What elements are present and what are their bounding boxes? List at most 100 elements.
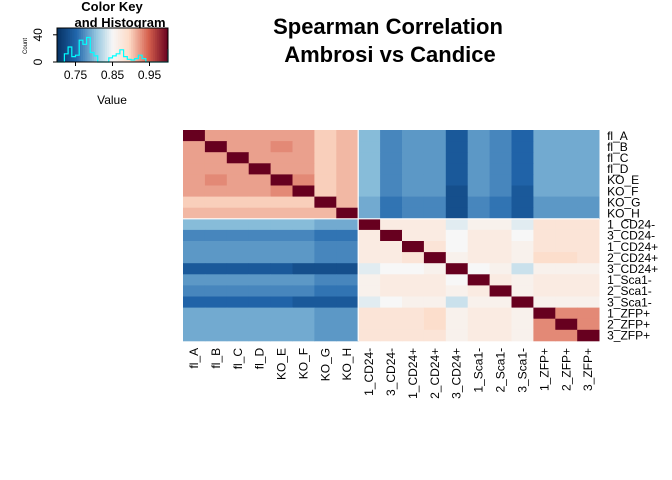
heatmap-cell-fl_A-2_Sca1- (489, 130, 512, 142)
heatmap-cell-KO_H-fl_C (226, 207, 250, 220)
heatmap-cell-fl_B-3_CD24+ (445, 141, 469, 153)
heatmap-cell-2_ZFP+-KO_F (292, 318, 315, 331)
heatmap-cell-3_CD24+-KO_E (270, 263, 293, 275)
heatmap-cell-KO_E-1_Sca1- (467, 174, 490, 186)
heatmap-cell-3_Sca1--2_ZFP+ (555, 296, 578, 308)
heatmap-cell-1_ZFP+-KO_E (270, 307, 293, 320)
heatmap-cell-1_Sca1--2_Sca1- (489, 274, 512, 286)
heatmap-cell-3_CD24--1_Sca1- (467, 229, 490, 242)
heatmap-cell-fl_B-1_CD24- (358, 141, 381, 153)
heatmap-cell-3_CD24--KO_E (270, 229, 293, 242)
heatmap-cell-1_Sca1--KO_E (270, 274, 293, 286)
heatmap-cell-2_CD24+-3_Sca1- (511, 252, 534, 264)
heatmap-cell-1_CD24--1_CD24- (358, 218, 381, 231)
color-key-swatch (118, 28, 121, 62)
heatmap-cell-2_CD24+-fl_C (226, 252, 250, 264)
heatmap-cell-3_CD24--2_CD24+ (423, 229, 447, 242)
heatmap-cell-KO_F-1_ZFP+ (533, 185, 556, 197)
heatmap-cell-2_CD24+-fl_A (183, 252, 206, 264)
heatmap-cell-KO_G-1_Sca1- (467, 196, 490, 209)
heatmap-cell-fl_D-KO_F (292, 163, 315, 175)
color-key-swatch (140, 28, 143, 62)
heatmap-cell-1_CD24+-fl_C (226, 241, 250, 253)
heatmap-cell-fl_C-KO_G (314, 152, 337, 164)
heatmap-cell-1_ZFP+-fl_B (204, 307, 228, 320)
heatmap-cell-3_CD24+-fl_D (248, 263, 271, 275)
heatmap-cell-1_CD24--KO_H (336, 218, 359, 231)
heatmap-cell-KO_G-KO_E (270, 196, 293, 209)
heatmap-cell-KO_F-1_CD24+ (402, 185, 425, 197)
heatmap-cell-fl_B-KO_F (292, 141, 315, 153)
color-key-swatch (86, 28, 89, 62)
heatmap-cell-KO_F-KO_G (314, 185, 337, 197)
heatmap-cell-2_CD24+-1_CD24- (358, 252, 381, 264)
heatmap-cell-KO_H-fl_D (248, 207, 271, 220)
heatmap-cell-1_CD24+-1_Sca1- (467, 241, 490, 253)
heatmap-cell-1_CD24+-fl_B (204, 241, 228, 253)
heatmap-cell-1_CD24+-1_CD24- (358, 241, 381, 253)
heatmap-cell-2_CD24+-fl_B (204, 252, 228, 264)
heatmap-cell-fl_A-fl_A (183, 130, 206, 142)
heatmap-cell-KO_H-1_ZFP+ (533, 207, 556, 220)
heatmap-cell-KO_F-2_CD24+ (423, 185, 447, 197)
heatmap-cell-KO_F-fl_C (226, 185, 250, 197)
heatmap-cell-fl_D-3_ZFP+ (577, 163, 600, 175)
heatmap-cell-2_Sca1--fl_D (248, 285, 271, 297)
heatmap-cell-1_CD24--fl_C (226, 218, 250, 231)
heatmap-cell-3_CD24--2_ZFP+ (555, 229, 578, 242)
heatmap-cell-2_CD24+-3_CD24+ (445, 252, 469, 264)
heatmap-cell-1_CD24+-KO_F (292, 241, 315, 253)
heatmap-cell-fl_A-3_CD24- (380, 130, 403, 142)
heatmap-cell-3_Sca1--1_ZFP+ (533, 296, 556, 308)
heatmap-cell-fl_D-fl_D (248, 163, 271, 175)
heatmap-cell-KO_H-KO_G (314, 207, 337, 220)
row-labels: fl_Afl_Bfl_Cfl_DKO_EKO_FKO_GKO_H1_CD24-3… (607, 129, 658, 343)
heatmap-cell-1_CD24+-KO_H (336, 241, 359, 253)
heatmap-cell-KO_H-3_Sca1- (511, 207, 534, 220)
heatmap-cell-2_Sca1--1_Sca1- (467, 285, 490, 297)
heatmap-cell-KO_G-1_ZFP+ (533, 196, 556, 209)
heatmap-cell-1_ZFP+-3_CD24+ (445, 307, 469, 320)
heatmap-cell-3_ZFP+-fl_D (248, 329, 271, 342)
heatmap-cell-fl_A-2_ZFP+ (555, 130, 578, 142)
heatmap-cell-1_ZFP+-2_CD24+ (423, 307, 447, 320)
heatmap-cell-2_Sca1--KO_H (336, 285, 359, 297)
heatmap-cell-3_CD24+-fl_C (226, 263, 250, 275)
heatmap-cell-KO_E-1_ZFP+ (533, 174, 556, 186)
row-label: 1_Sca1- (607, 273, 652, 287)
heatmap-cell-3_Sca1--3_Sca1- (511, 296, 534, 308)
heatmap-cell-KO_H-fl_B (204, 207, 228, 220)
color-key-swatch (114, 28, 117, 62)
row-label: 1_ZFP+ (607, 306, 650, 320)
heatmap-cell-3_ZFP+-KO_H (336, 329, 359, 342)
heatmap-cell-2_CD24+-2_ZFP+ (555, 252, 578, 264)
heatmap-cell-1_Sca1--1_CD24- (358, 274, 381, 286)
heatmap-cell-2_ZFP+-1_CD24+ (402, 318, 425, 331)
heatmap-cell-2_ZFP+-3_CD24+ (445, 318, 469, 331)
color-key-swatch (151, 28, 154, 62)
color-key-x-tick-label: 0.85 (101, 68, 125, 82)
heatmap-cell-2_ZFP+-KO_H (336, 318, 359, 331)
heatmap-cell-KO_H-2_ZFP+ (555, 207, 578, 220)
heatmap-cell-KO_E-fl_D (248, 174, 271, 186)
color-key-y-axis: 0 40 (31, 28, 57, 65)
heatmap-cell-1_CD24+-3_CD24+ (445, 241, 469, 253)
heatmap-cell-KO_H-3_ZFP+ (577, 207, 600, 220)
heatmap-cell-1_CD24+-2_ZFP+ (555, 241, 578, 253)
heatmap-cell-2_Sca1--3_CD24+ (445, 285, 469, 297)
heatmap-cell-KO_G-fl_B (204, 196, 228, 209)
heatmap-cell-1_Sca1--2_ZFP+ (555, 274, 578, 286)
heatmap-cell-fl_D-1_CD24- (358, 163, 381, 175)
heatmap-cell-1_CD24--1_CD24+ (402, 218, 425, 231)
heatmap-cell-fl_D-2_ZFP+ (555, 163, 578, 175)
heatmap-cell-KO_H-2_CD24+ (423, 207, 447, 220)
heatmap-cell-fl_B-1_CD24+ (402, 141, 425, 153)
heatmap-cell-KO_E-KO_E (270, 174, 293, 186)
column-label: fl_B (209, 348, 223, 369)
heatmap-cell-1_Sca1--1_Sca1- (467, 274, 490, 286)
heatmap-cell-2_CD24+-1_CD24+ (402, 252, 425, 264)
heatmap-cell-KO_F-2_ZFP+ (555, 185, 578, 197)
color-key-swatch (145, 28, 149, 62)
heatmap-cell-1_CD24--2_ZFP+ (555, 218, 578, 231)
